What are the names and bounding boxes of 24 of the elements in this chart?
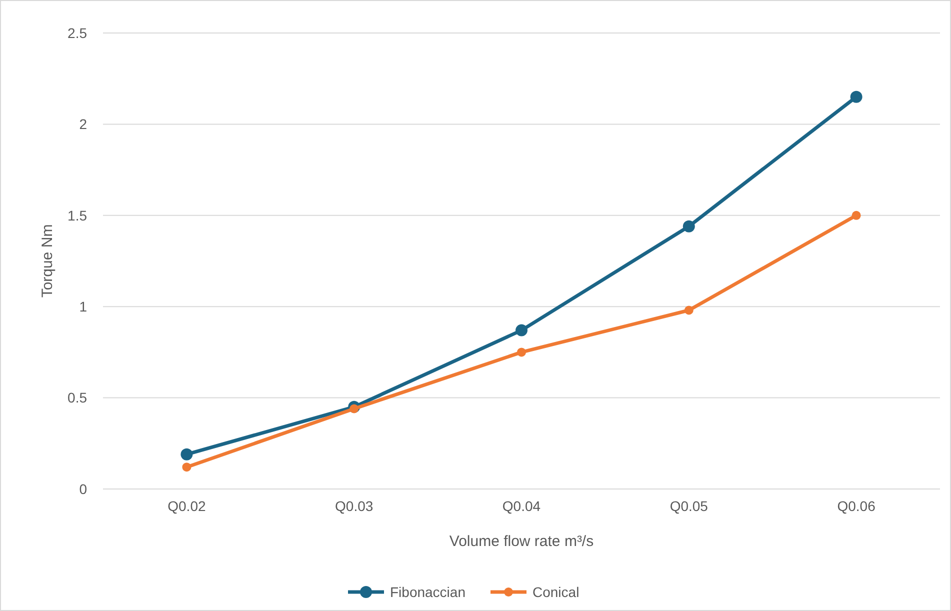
x-tick-label: Q0.06 <box>837 498 876 514</box>
x-axis-title: Volume flow rate m³/s <box>449 533 594 550</box>
point <box>516 324 528 336</box>
point <box>682 220 695 232</box>
y-tick-label: 0 <box>79 480 88 497</box>
x-tick-label: Q0.03 <box>335 498 374 514</box>
x-tick-label: Q0.04 <box>502 498 541 514</box>
point <box>684 306 694 315</box>
point <box>350 404 359 414</box>
point <box>850 90 862 103</box>
point <box>182 462 192 472</box>
y-tick-label: 2 <box>79 116 88 132</box>
x-tick-label: Q0.05 <box>670 498 708 514</box>
point <box>517 348 526 357</box>
y-tick-label: 0.5 <box>68 390 88 406</box>
point <box>852 210 861 220</box>
y-tick-label: 1 <box>79 298 88 314</box>
y-axis-title: Torque Nm <box>39 224 56 298</box>
legend-label: Fibonaccian <box>390 584 466 600</box>
y-tick-label: 1.5 <box>68 207 88 224</box>
x-tick-label: Q0.02 <box>168 498 206 514</box>
y-tick-label: 2.5 <box>68 24 88 41</box>
point <box>180 448 193 460</box>
legend-label: Conical <box>532 584 580 600</box>
